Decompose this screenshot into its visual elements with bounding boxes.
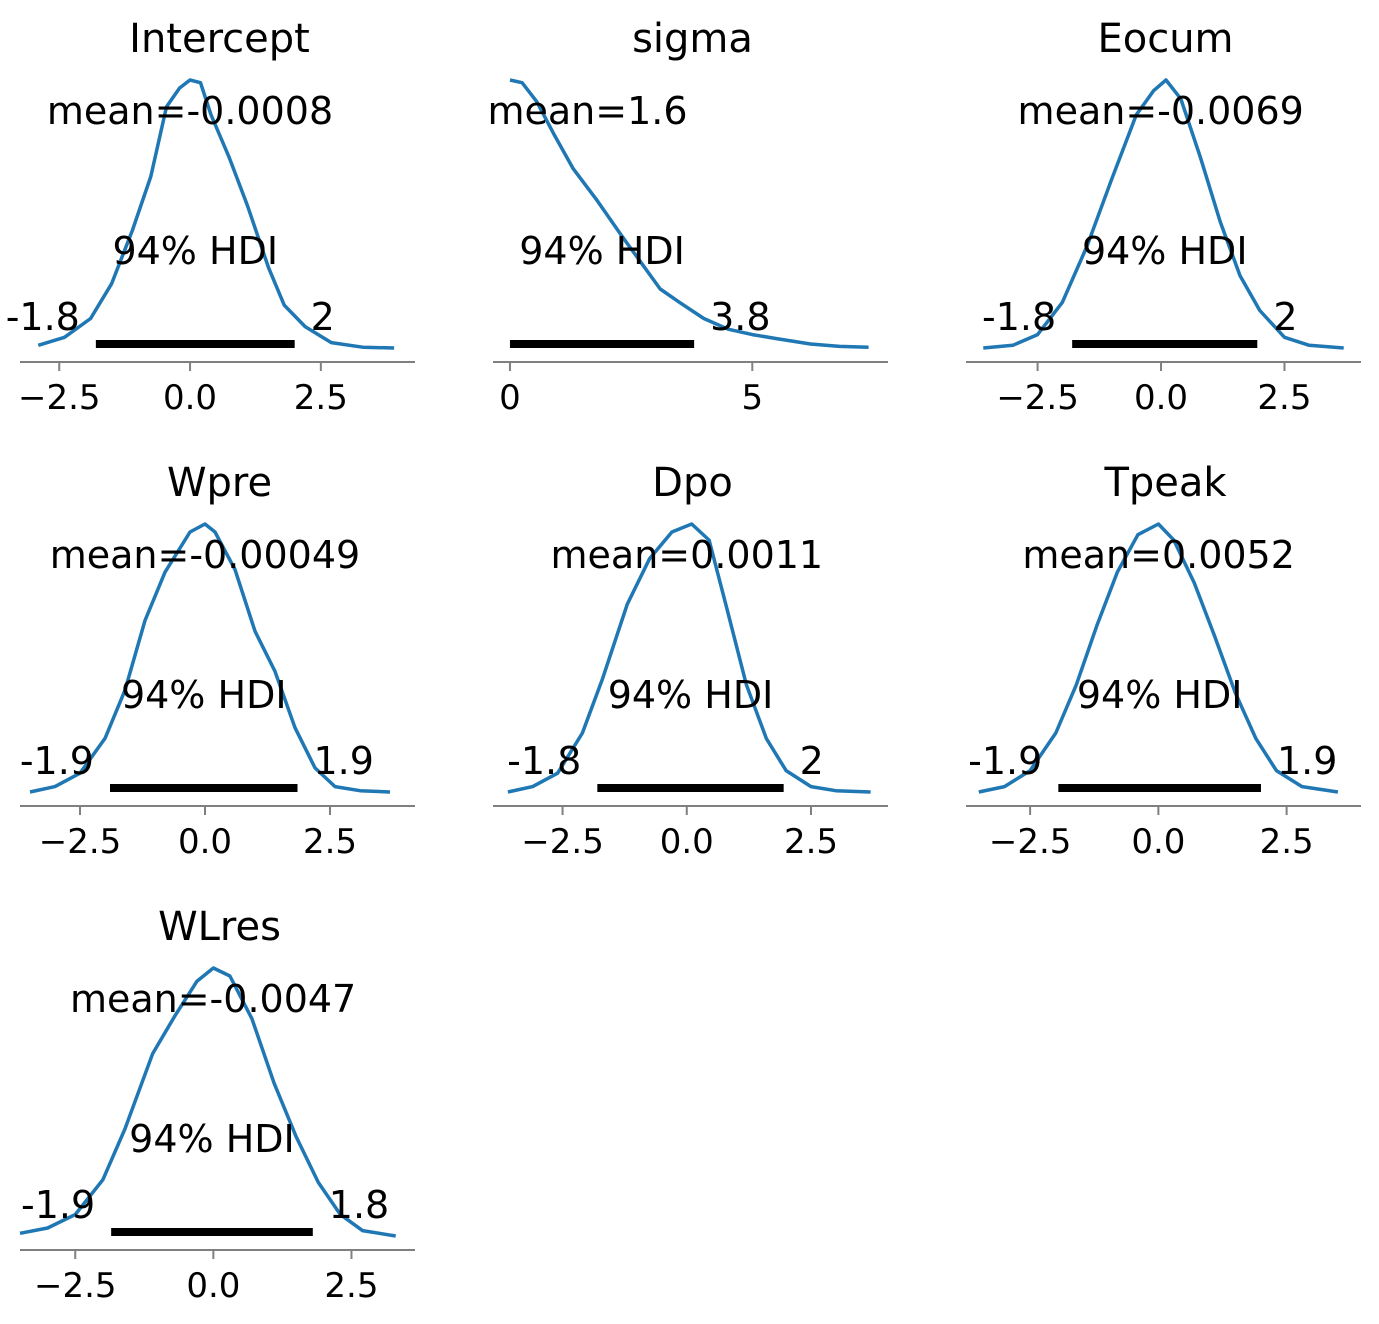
hdi-low-label: -1.9	[21, 1183, 95, 1227]
hdi-low-label: -1.9	[20, 739, 94, 783]
hdi-label: 94% HDI	[608, 673, 774, 717]
mean-label: mean=-0.0069	[1018, 89, 1304, 133]
mean-label: mean=-0.00049	[50, 533, 360, 577]
x-tick-label: 0.0	[178, 822, 232, 862]
x-tick-label: 2.5	[324, 1266, 378, 1306]
hdi-low-label: -1.8	[507, 739, 581, 783]
x-tick-label: 0.0	[163, 378, 217, 418]
x-tick-label: 2.5	[1257, 378, 1311, 418]
panel-title: Eocum	[1097, 16, 1233, 62]
panel-title: Wpre	[167, 460, 272, 506]
x-tick-label: −2.5	[521, 822, 604, 862]
density-curve	[19, 966, 396, 1238]
mean-label: mean=0.0052	[1022, 533, 1295, 577]
hdi-label: 94% HDI	[129, 1117, 295, 1161]
hdi-high-label: 1.9	[314, 739, 374, 783]
kde-panel-dpo: Dpo mean=0.0011 94% HDI -1.8 2 −2.5 0.0 2.5	[493, 460, 888, 862]
x-tick-label: 5	[741, 378, 763, 418]
mean-label: mean=-0.0047	[70, 977, 356, 1021]
mean-label: mean=-0.0008	[47, 89, 333, 133]
hdi-low-label: -1.8	[982, 295, 1056, 339]
density-curve	[507, 522, 871, 794]
hdi-high-label: 2	[311, 295, 335, 339]
panel-title: Dpo	[652, 460, 733, 506]
density-curve	[978, 522, 1339, 794]
mean-label: mean=0.0011	[551, 533, 824, 577]
hdi-high-label: 1.8	[329, 1183, 389, 1227]
x-tick-label: 0.0	[1134, 378, 1188, 418]
hdi-high-label: 2	[1273, 295, 1297, 339]
kde-panel-wpre: Wpre mean=-0.00049 94% HDI -1.9 1.9 −2.5 0.0 2.…	[20, 460, 415, 862]
x-tick-label: 2.5	[303, 822, 357, 862]
hdi-label: 94% HDI	[121, 673, 287, 717]
panel-title: sigma	[632, 16, 753, 62]
panel-title: WLres	[158, 904, 281, 950]
kde-panel-tpeak: Tpeak mean=0.0052 94% HDI -1.9 1.9 −2.5 0.0 2.5	[966, 460, 1361, 862]
hdi-label: 94% HDI	[112, 229, 278, 273]
x-tick-label: 0	[499, 378, 521, 418]
hdi-low-label: -1.8	[6, 295, 80, 339]
x-tick-label: −2.5	[39, 822, 122, 862]
density-curve	[983, 78, 1344, 350]
x-tick-label: 2.5	[1260, 822, 1314, 862]
x-tick-label: −2.5	[996, 378, 1079, 418]
kde-panel-wlres: WLres mean=-0.0047 94% HDI -1.9 1.8 −2.5 0.0 2.…	[19, 904, 415, 1306]
panel-title: Tpeak	[1103, 460, 1227, 506]
x-tick-label: −2.5	[34, 1266, 117, 1306]
x-tick-label: 0.0	[660, 822, 714, 862]
mean-label: mean=1.6	[487, 89, 687, 133]
x-tick-label: 0.0	[1131, 822, 1185, 862]
hdi-high-label: 3.8	[710, 295, 770, 339]
hdi-high-label: 1.9	[1277, 739, 1337, 783]
kde-panel-sigma: sigma mean=1.6 94% HDI 3.8 0 5	[487, 16, 888, 418]
hdi-label: 94% HDI	[1077, 673, 1243, 717]
density-curve	[509, 78, 869, 349]
x-tick-label: 2.5	[784, 822, 838, 862]
hdi-label: 94% HDI	[519, 229, 685, 273]
x-tick-label: 0.0	[186, 1266, 240, 1306]
x-tick-label: −2.5	[989, 822, 1072, 862]
x-tick-label: 2.5	[294, 378, 348, 418]
density-curve	[29, 522, 391, 794]
hdi-label: 94% HDI	[1082, 229, 1248, 273]
kde-panel-eocum: Eocum mean=-0.0069 94% HDI -1.8 2 −2.5 0.0 2.5	[966, 16, 1361, 418]
hdi-high-label: 2	[800, 739, 824, 783]
panel-title: Intercept	[129, 16, 310, 62]
kde-panel-intercept: Intercept mean=-0.0008 94% HDI -1.8 2 −2.5 0.0…	[6, 16, 415, 418]
density-curve	[37, 78, 395, 350]
hdi-low-label: -1.9	[968, 739, 1042, 783]
x-tick-label: −2.5	[18, 378, 101, 418]
